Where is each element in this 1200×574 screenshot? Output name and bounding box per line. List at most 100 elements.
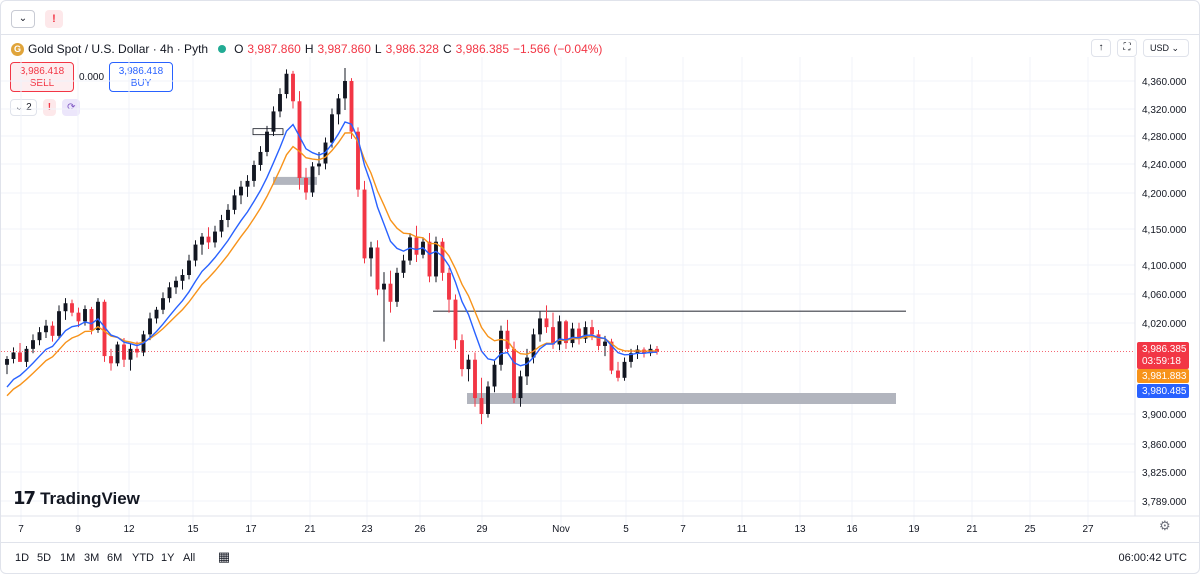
candle-body (460, 340, 464, 370)
close-value: 3,986.385 (455, 42, 510, 56)
candle-body (447, 272, 451, 300)
range-1m[interactable]: 1M (60, 552, 76, 564)
candle-body (336, 98, 341, 115)
change-value: −1.566 (−0.04%) (513, 42, 603, 56)
time-tick-label: 26 (414, 524, 426, 535)
candle-body (37, 332, 42, 341)
ema-slow-label-bg (1137, 369, 1189, 383)
ema-slow-label-text: 3,981.883 (1142, 371, 1187, 382)
range-ytd[interactable]: YTD (132, 552, 154, 564)
candle-body (492, 364, 497, 387)
candle-body (258, 151, 263, 165)
candle-body (219, 219, 224, 232)
time-tick-label: 21 (304, 524, 316, 535)
currency-select[interactable]: USD ⌄ (1143, 39, 1189, 57)
candle-body (596, 334, 601, 346)
sync-icon[interactable]: ⟳ (62, 99, 81, 116)
price-tick-label: 4,280.000 (1142, 132, 1187, 143)
candle-body (466, 359, 471, 370)
utc-clock[interactable]: 06:00:42 UTC (1118, 552, 1187, 564)
candle-body (135, 348, 139, 353)
fullscreen-icon[interactable]: ⛶ (1117, 39, 1137, 57)
candle-body (414, 237, 419, 255)
time-tick-label: 12 (123, 524, 135, 535)
candle-body (5, 358, 9, 365)
chevron-down-icon[interactable]: ⌄ (11, 10, 35, 28)
range-1y[interactable]: 1Y (161, 552, 175, 564)
time-tick-label: 25 (1024, 524, 1036, 535)
candle-body (577, 328, 581, 339)
candle-body (102, 301, 107, 357)
candle-body (193, 244, 198, 261)
price-chart[interactable]: 4,360.000 4,320.000 4,280.000 4,240.000 4,20… (1, 57, 1200, 542)
candle-body (239, 186, 243, 196)
last-price-label-text: 3,986.385 (1142, 344, 1187, 355)
price-tick-label: 4,100.000 (1142, 261, 1187, 272)
price-tick-label: 4,360.000 (1142, 77, 1187, 88)
low-label: L (374, 42, 382, 56)
gear-icon[interactable]: ⚙ (1159, 518, 1171, 533)
candle-body (11, 352, 16, 359)
arrow-up-icon[interactable]: ↑ (1091, 39, 1111, 57)
candle-body (369, 247, 373, 259)
candle-body (583, 327, 588, 339)
tradingview-logo: 17 TradingView (13, 488, 140, 509)
candle-body (479, 398, 484, 414)
time-tick-label: 23 (361, 524, 373, 535)
candle-body (31, 340, 35, 349)
indicator-alert-button[interactable]: ! (42, 99, 57, 116)
candle-body (50, 325, 55, 336)
candle-body (408, 237, 412, 261)
candle-body (18, 352, 22, 362)
alert-button[interactable]: ! (45, 10, 63, 28)
candle-body (655, 348, 659, 352)
candle-body (395, 272, 399, 302)
candle-body (76, 312, 81, 322)
price-tick-label: 3,789.000 (1142, 497, 1187, 508)
candle-body (525, 357, 529, 377)
price-tick-label: 4,320.000 (1142, 105, 1187, 116)
ema-slow-label: 3,981.883 (1137, 369, 1189, 383)
price-tick-label: 4,060.000 (1142, 290, 1187, 301)
range-5d[interactable]: 5D (37, 552, 52, 564)
calendar-icon[interactable]: ▦ (217, 549, 231, 564)
candle-body (245, 180, 250, 187)
price-tick-label: 4,150.000 (1142, 225, 1187, 236)
ema-fast-line (6, 121, 658, 388)
indicators-toggle[interactable]: ⌄ 2 (10, 99, 37, 116)
time-tick-label: 19 (908, 524, 920, 535)
symbol-title[interactable]: Gold Spot / U.S. Dollar · 4h · Pyth (28, 42, 209, 56)
time-tick-label: 17 (245, 524, 257, 535)
price-tick-label: 3,860.000 (1142, 440, 1187, 451)
spread-value: 0.000 (79, 72, 105, 83)
range-1d[interactable]: 1D (15, 552, 30, 564)
candle-body (518, 376, 523, 399)
candle-body (564, 321, 568, 344)
candle-body (200, 236, 204, 245)
candle-body (453, 299, 458, 341)
time-tick-label: 9 (75, 524, 81, 535)
candle-body (265, 131, 269, 152)
sell-price: 3,986.418 (19, 66, 65, 77)
high-label: H (304, 42, 314, 56)
open-value: 3,987.860 (247, 42, 301, 56)
range-3m[interactable]: 3M (84, 552, 100, 564)
candle-body (271, 111, 276, 132)
market-open-icon (218, 45, 227, 53)
time-tick-label: Nov (552, 524, 570, 535)
bottom-toolbar: 1D 5D 1M 3M 6M YTD 1Y All ▦ 06:00:42 UTC (1, 542, 1199, 573)
range-6m[interactable]: 6M (107, 552, 123, 564)
time-tick-label: 21 (966, 524, 978, 535)
last-price-label-text: 03:59:18 (1142, 356, 1181, 367)
buy-button[interactable]: 3,986.418 BUY (109, 62, 173, 92)
candle-body (252, 164, 256, 181)
candle-body (401, 260, 406, 273)
candle-body (570, 328, 575, 344)
indicator-row: ⌄ 2 ! ⟳ (10, 99, 81, 116)
ema-fast-label-bg (1137, 384, 1189, 398)
range-all[interactable]: All (183, 552, 196, 564)
candle-body (622, 361, 627, 378)
candle-body (174, 280, 178, 288)
